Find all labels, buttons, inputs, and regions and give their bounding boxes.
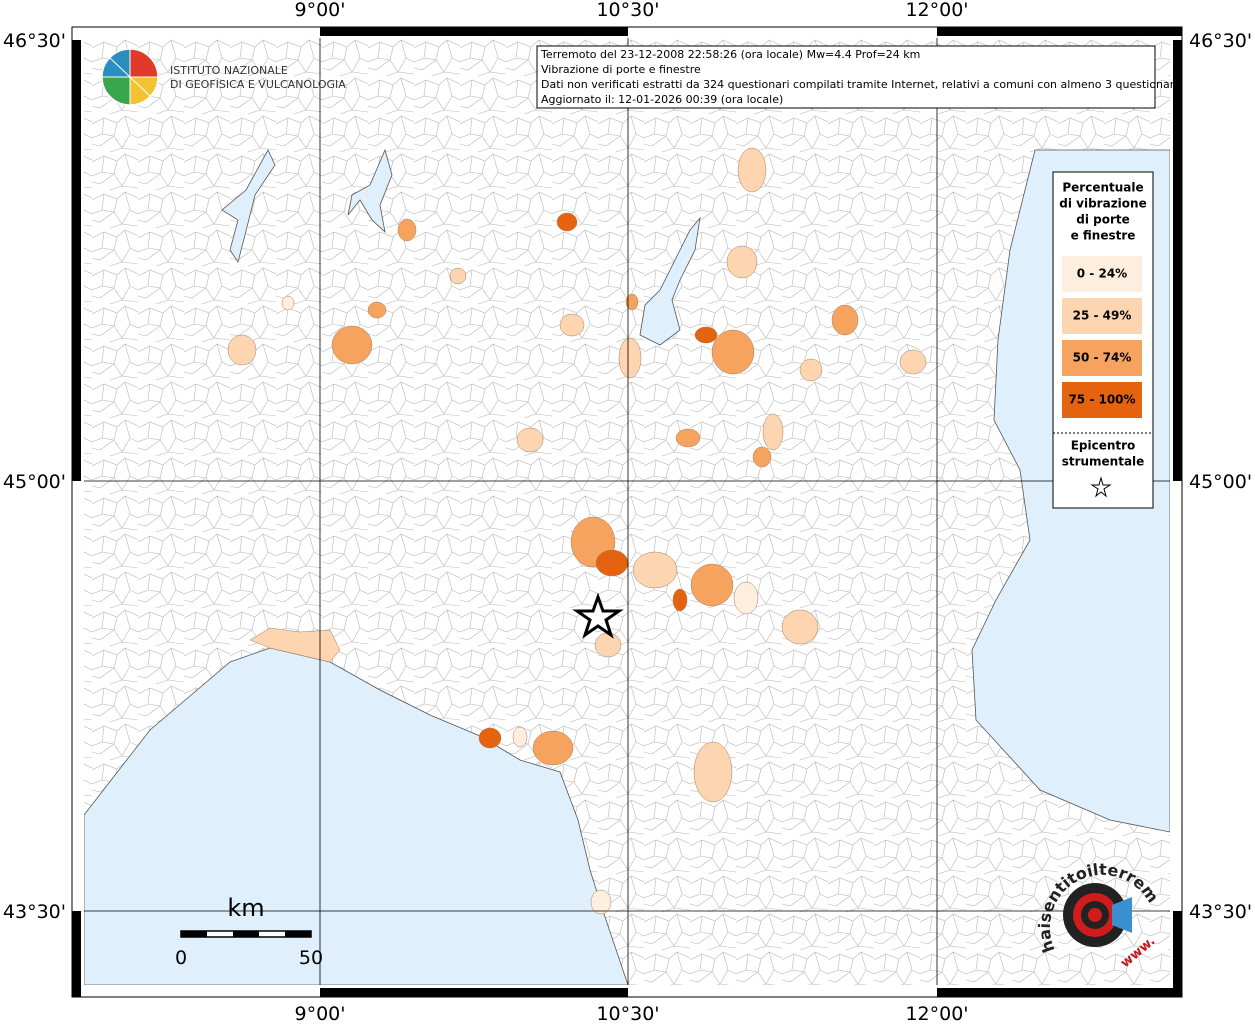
lat-label: 43°30' bbox=[1189, 901, 1252, 923]
legend-epicenter: strumentale bbox=[1062, 455, 1145, 469]
municipality-area bbox=[781, 609, 819, 645]
municipality-area bbox=[733, 581, 759, 615]
map-area bbox=[84, 38, 1170, 985]
municipality-area bbox=[672, 588, 688, 612]
epicenter-star bbox=[572, 592, 624, 639]
municipality-area bbox=[594, 632, 622, 658]
municipality-area bbox=[632, 551, 678, 589]
legend-swatch bbox=[1062, 382, 1142, 418]
municipality-area bbox=[559, 313, 585, 337]
coordinate-labels: 9°00' 10°30' 12°00' 9°00' 10°30' 12°00' … bbox=[3, 0, 1252, 1024]
legend-star bbox=[1090, 476, 1112, 498]
municipality-area bbox=[556, 212, 578, 232]
legend-title: di porte bbox=[1076, 213, 1130, 227]
municipality-area bbox=[367, 301, 387, 319]
lat-label: 45°00' bbox=[1189, 471, 1252, 493]
municipality-area bbox=[737, 147, 767, 193]
municipality-area bbox=[595, 549, 629, 577]
frame-bars bbox=[72, 27, 1182, 997]
municipality-area bbox=[227, 334, 257, 366]
legend-label: 75 - 100% bbox=[1068, 393, 1135, 407]
municipality-area bbox=[618, 337, 642, 379]
municipality-area bbox=[799, 358, 823, 382]
lat-label: 45°00' bbox=[3, 471, 66, 493]
lat-label: 46°30' bbox=[3, 30, 66, 52]
lat-label: 46°30' bbox=[1189, 30, 1252, 52]
legend: Percentuale di vibrazione di porte e fin… bbox=[1052, 171, 1154, 509]
municipality-area bbox=[690, 563, 734, 607]
lat-label: 43°30' bbox=[3, 901, 66, 923]
scale-bar: km 0 50 bbox=[175, 894, 323, 969]
lake-maggiore bbox=[221, 149, 276, 263]
municipality-area bbox=[762, 413, 784, 451]
ingv-logo: ISTITUTO NAZIONALE DI GEOFISICA E VULCAN… bbox=[101, 48, 346, 106]
municipality-area bbox=[516, 427, 544, 453]
lon-label: 9°00' bbox=[295, 1003, 346, 1024]
municipality-area bbox=[532, 730, 574, 766]
legend-title: e finestre bbox=[1071, 229, 1136, 243]
legend-title: di vibrazione bbox=[1059, 197, 1146, 211]
lon-label: 10°30' bbox=[596, 1003, 659, 1024]
graticule bbox=[84, 38, 1170, 985]
legend-label: 0 - 24% bbox=[1077, 267, 1127, 281]
ligurian-sea bbox=[84, 647, 629, 985]
municipality-area bbox=[752, 446, 772, 468]
municipality-area bbox=[331, 325, 373, 365]
municipality-area bbox=[899, 349, 927, 375]
municipality-area bbox=[693, 741, 733, 803]
lon-label: 12°00' bbox=[905, 0, 968, 21]
municipality-area bbox=[675, 428, 701, 448]
lon-label: 9°00' bbox=[295, 0, 346, 21]
municipality-area bbox=[397, 218, 417, 242]
lon-label: 10°30' bbox=[596, 0, 659, 21]
scale-label: 0 bbox=[175, 947, 187, 969]
municipality-area bbox=[281, 295, 295, 311]
legend-swatch bbox=[1062, 256, 1142, 292]
info-line: Dati non verificati estratti da 324 ques… bbox=[541, 78, 1181, 91]
legend-swatch bbox=[1062, 340, 1142, 376]
lake-garda bbox=[639, 216, 701, 346]
municipality-area bbox=[726, 245, 758, 279]
info-line: Vibrazione di porte e finestre bbox=[541, 63, 701, 76]
lon-label: 12°00' bbox=[905, 1003, 968, 1024]
municipality-area bbox=[512, 726, 528, 748]
info-line: Aggiornato il: 12-01-2026 00:39 (ora loc… bbox=[541, 93, 783, 106]
municipality-area bbox=[694, 326, 718, 344]
municipality-area bbox=[831, 304, 859, 336]
municipality-area bbox=[625, 293, 639, 311]
intensity-areas bbox=[227, 147, 927, 915]
municipality-area bbox=[711, 329, 755, 375]
scale-unit: km bbox=[227, 894, 264, 922]
logo-text: ISTITUTO NAZIONALE bbox=[170, 64, 288, 77]
legend-label: 25 - 49% bbox=[1073, 309, 1132, 323]
legend-label: 50 - 74% bbox=[1073, 351, 1132, 365]
info-box: Terremoto del 23-12-2008 22:58:26 (ora l… bbox=[536, 45, 1181, 109]
legend-epicenter: Epicentro bbox=[1071, 439, 1136, 453]
municipality-area bbox=[590, 889, 612, 915]
legend-title: Percentuale bbox=[1062, 181, 1143, 195]
logo-text: DI GEOFISICA E VULCANOLOGIA bbox=[170, 78, 346, 91]
municipality-area bbox=[478, 727, 502, 749]
legend-swatch bbox=[1062, 298, 1142, 334]
municipality-area bbox=[249, 627, 341, 663]
info-line: Terremoto del 23-12-2008 22:58:26 (ora l… bbox=[540, 48, 920, 61]
scale-label: 50 bbox=[299, 947, 323, 969]
lake-como bbox=[347, 148, 393, 234]
municipality-area bbox=[449, 267, 467, 285]
